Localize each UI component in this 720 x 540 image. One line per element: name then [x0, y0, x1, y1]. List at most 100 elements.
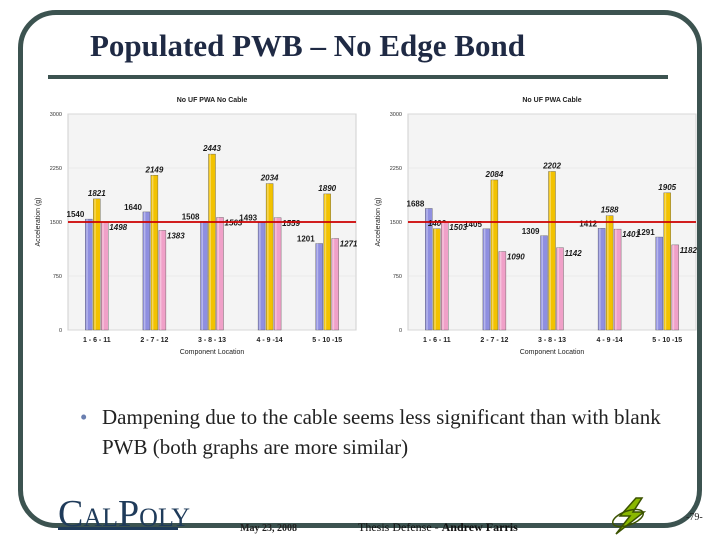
bar-highlight [656, 237, 659, 330]
data-label: 1271 [340, 239, 358, 248]
data-label: 1498 [109, 223, 127, 232]
data-label: 1540 [67, 210, 85, 219]
x-tick-label: 1 - 6 - 11 [83, 337, 111, 344]
bar-highlight [607, 215, 609, 330]
data-label: 1090 [507, 253, 525, 262]
bar [597, 228, 606, 331]
bar-highlight [426, 208, 428, 330]
y-tick-label: 2250 [50, 166, 62, 172]
data-label: 1142 [565, 249, 583, 258]
bar-highlight [159, 230, 162, 330]
bullet-point: • Dampening due to the cable seems less … [80, 402, 690, 462]
bullet-text: Dampening due to the cable seems less si… [102, 405, 661, 459]
bar-highlight [615, 229, 617, 330]
y-tick-label: 750 [393, 274, 402, 280]
data-label: 1559 [282, 219, 300, 228]
bar-highlight [217, 217, 219, 330]
data-label: 1291 [637, 228, 655, 237]
bar [482, 228, 491, 331]
x-tick-label: 2 - 7 - 12 [140, 337, 168, 344]
y-tick-label: 3000 [50, 112, 62, 118]
data-label: 1405 [464, 220, 482, 229]
y-tick-label: 1500 [390, 220, 402, 226]
footer-date: May 23, 2008 [240, 523, 297, 534]
bar [158, 230, 167, 331]
data-label: 1563 [225, 218, 243, 227]
data-label: 1640 [124, 203, 142, 212]
bar [548, 171, 556, 331]
bar [85, 218, 93, 331]
bar-highlight [442, 221, 444, 330]
bar [425, 208, 433, 331]
data-label: 1493 [239, 214, 257, 223]
bar-highlight [102, 222, 104, 330]
bar [273, 217, 282, 331]
y-tick-label: 0 [399, 328, 402, 334]
data-label: 1412 [579, 219, 597, 228]
x-tick-label: 5 - 10 -15 [312, 337, 342, 344]
data-label: 1401 [622, 230, 640, 239]
y-tick-label: 3000 [390, 112, 402, 118]
data-label: 1503 [449, 223, 467, 232]
data-label: 1201 [297, 235, 315, 244]
x-tick-label: 4 - 9 -14 [597, 337, 623, 344]
lightning-emblem-icon [612, 497, 647, 535]
y-tick-label: 750 [53, 274, 62, 280]
bar-highlight [664, 192, 667, 330]
data-label: 1905 [658, 183, 676, 192]
y-axis-label: Acceleration (g) [375, 197, 382, 246]
bar [150, 175, 159, 331]
bar [433, 228, 441, 331]
data-label: 2443 [202, 144, 221, 153]
data-label: 1890 [318, 184, 336, 193]
page-number: -79- [686, 512, 703, 523]
bar [556, 247, 564, 331]
bar-highlight [201, 221, 203, 330]
bar [93, 198, 101, 331]
data-label: 1688 [407, 199, 425, 208]
bar [490, 179, 499, 331]
bar [671, 244, 679, 331]
bar-highlight [491, 179, 494, 330]
bar [216, 217, 224, 331]
bar-highlight [151, 175, 154, 330]
bar-highlight [549, 171, 551, 330]
bar-highlight [434, 228, 436, 330]
bar-highlight [259, 222, 261, 330]
x-tick-label: 2 - 7 - 12 [480, 337, 508, 344]
bar [540, 235, 548, 331]
chart-cable: No UF PWA Cable 0 750 1500 2250 3000 Accelerat… [375, 97, 698, 356]
data-label: 1383 [167, 231, 185, 240]
bar [331, 238, 339, 331]
data-label: 1821 [88, 189, 106, 198]
bar-highlight [94, 198, 96, 330]
chart-title: No UF PWA Cable [522, 97, 581, 104]
bar [208, 153, 216, 331]
logo-underline [58, 527, 178, 530]
y-tick-label: 2250 [390, 166, 402, 172]
bar [655, 236, 663, 331]
bar [663, 192, 671, 331]
data-label: 2084 [485, 170, 504, 179]
bar-highlight [209, 154, 211, 330]
data-label: 1182 [680, 246, 698, 255]
footer-author: Andrew Farris [441, 520, 518, 534]
x-axis-label: Component Location [180, 349, 245, 356]
bar [605, 215, 614, 331]
bar-highlight [86, 219, 88, 330]
data-label: 2202 [542, 161, 561, 170]
bar-highlight [316, 243, 319, 330]
footer-thesis-label: Thesis Defense - [358, 520, 442, 534]
bar-highlight [499, 251, 502, 330]
bar-highlight [267, 183, 269, 330]
footer-thesis: Thesis Defense - Andrew Farris [358, 520, 518, 535]
y-tick-label: 0 [59, 328, 62, 334]
slide-frame [18, 10, 702, 528]
bar-highlight [483, 228, 486, 330]
bar-highlight [332, 238, 335, 330]
x-tick-label: 4 - 9 -14 [257, 337, 283, 344]
x-tick-label: 5 - 10 -15 [652, 337, 682, 344]
title-divider [48, 75, 668, 79]
bar-highlight [143, 211, 146, 330]
x-tick-label: 3 - 8 - 13 [198, 337, 226, 344]
